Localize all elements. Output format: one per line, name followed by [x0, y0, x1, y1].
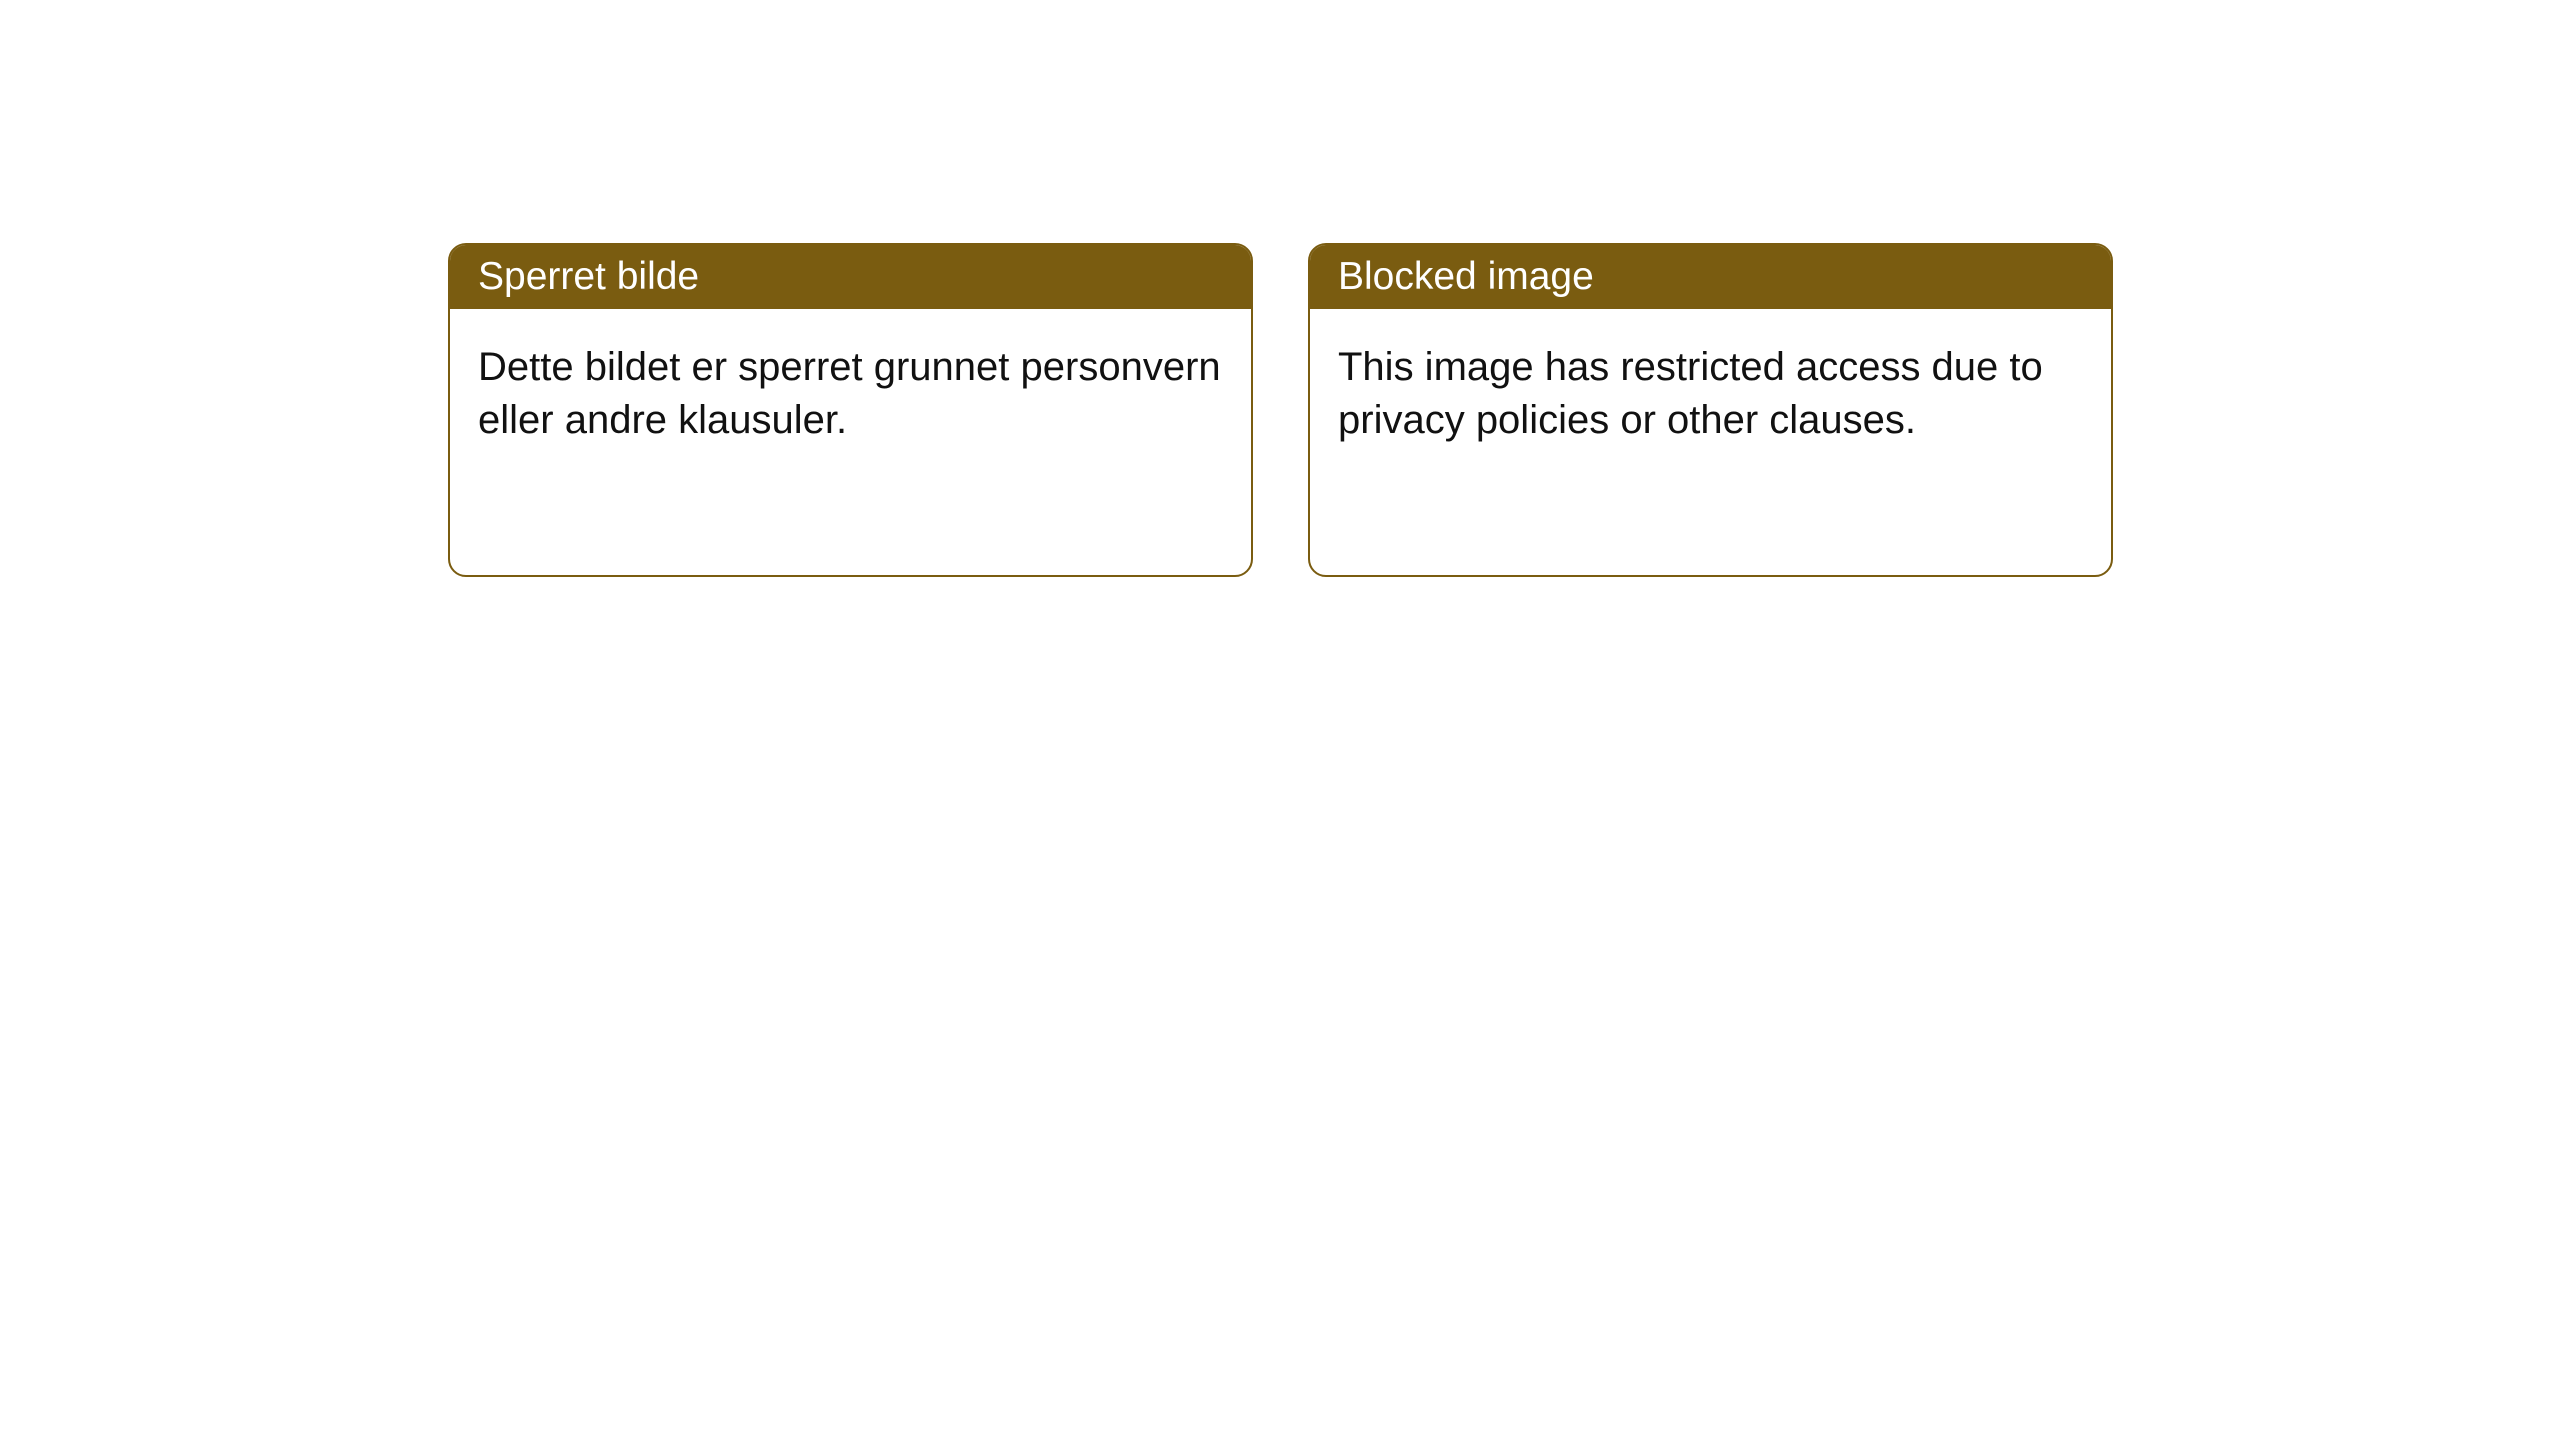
card-body: This image has restricted access due to …	[1310, 309, 2111, 479]
cards-container: Sperret bilde Dette bildet er sperret gr…	[0, 0, 2560, 577]
card-body-text: Dette bildet er sperret grunnet personve…	[478, 345, 1221, 442]
blocked-image-card-no: Sperret bilde Dette bildet er sperret gr…	[448, 243, 1253, 577]
card-header: Sperret bilde	[450, 245, 1251, 309]
blocked-image-card-en: Blocked image This image has restricted …	[1308, 243, 2113, 577]
card-body-text: This image has restricted access due to …	[1338, 345, 2043, 442]
card-body: Dette bildet er sperret grunnet personve…	[450, 309, 1251, 479]
card-header: Blocked image	[1310, 245, 2111, 309]
card-title: Blocked image	[1338, 255, 1594, 298]
card-title: Sperret bilde	[478, 255, 699, 298]
